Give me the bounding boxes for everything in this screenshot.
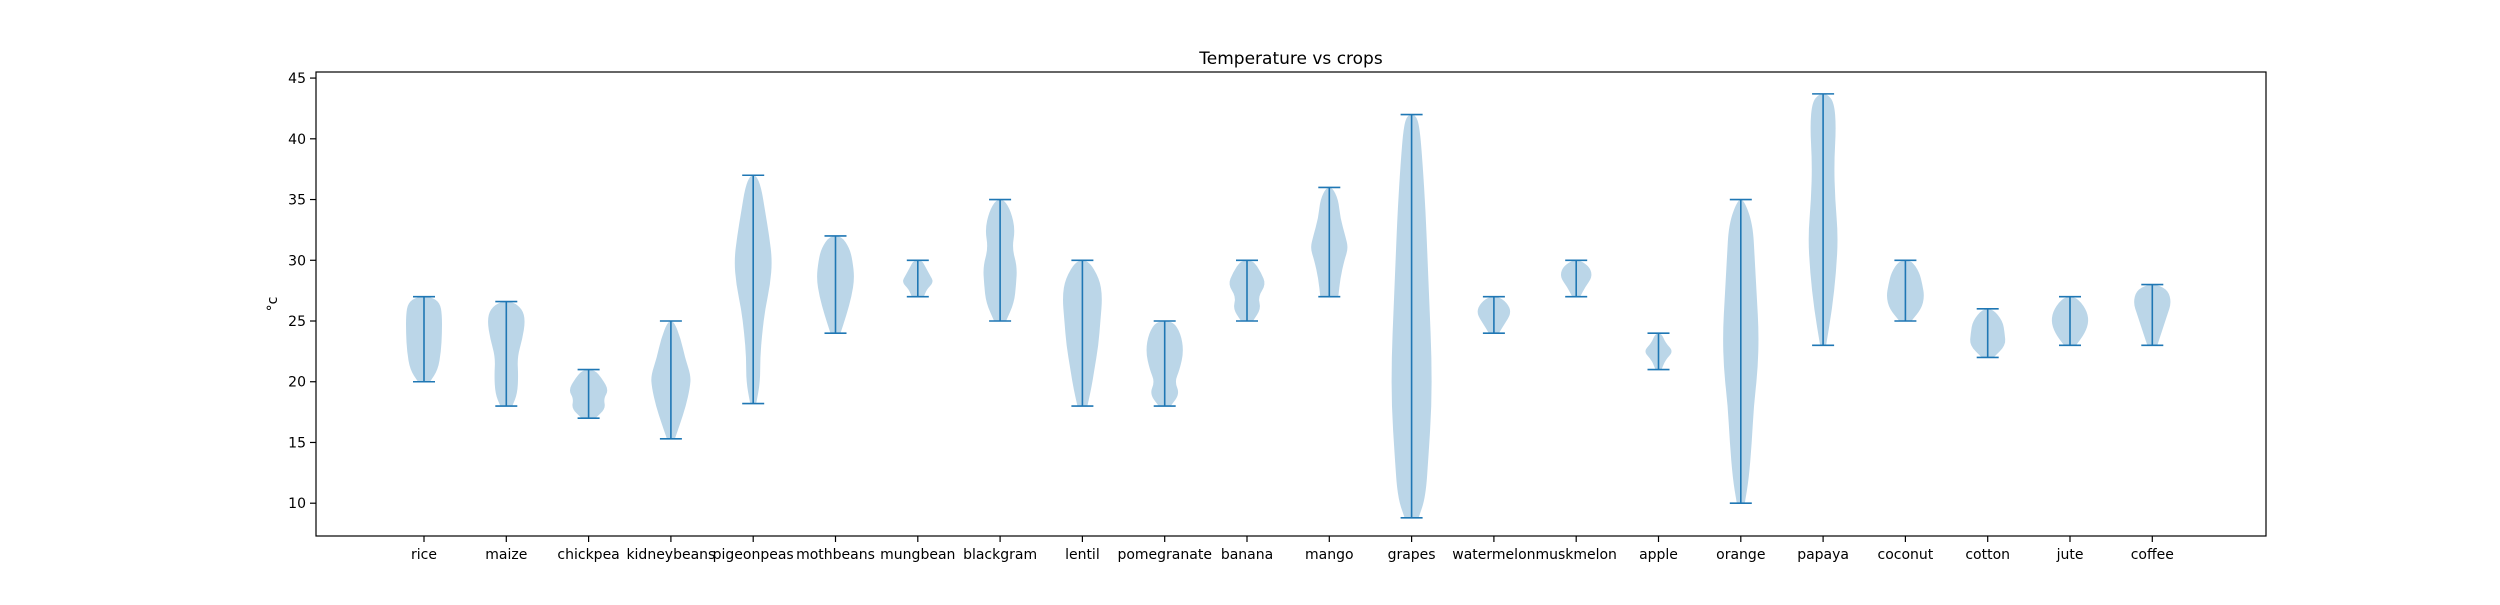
y-axis: 10 15 20 25 30 35 40 45 [288,71,316,512]
x-tick-label-cotton: cotton [1965,547,2010,563]
x-tick-label-coffee: coffee [2131,547,2174,563]
axes-layer [315,71,2267,537]
y-tick-label: 35 [288,193,306,209]
violin-papaya [1808,93,1838,347]
violin-rice [406,295,442,383]
violin-kidneybeans [651,320,691,440]
x-tick-label-jute: jute [2056,547,2084,563]
chart-title: Temperature vs crops [1198,49,1383,69]
violin-pomegranate [1146,320,1183,407]
violin-coconut [1887,259,1924,322]
x-tick-label-maize: maize [485,547,527,563]
y-tick-label: 45 [288,71,306,87]
violin-cotton [1970,308,2006,359]
violin-watermelon [1477,295,1511,334]
violin-mungbean [903,259,933,298]
x-tick-label-watermelon: watermelon [1452,547,1535,563]
violin-muskmelon [1560,259,1592,298]
y-axis-label: °c [265,297,281,312]
x-tick-label-grapes: grapes [1388,547,1436,563]
y-tick-label: 15 [288,435,306,451]
violin-maize [488,300,525,407]
x-tick-label-blackgram: blackgram [963,547,1037,563]
violin-chickpea [569,368,608,419]
violin-coffee [2134,283,2171,347]
x-tick-label-kidneybeans: kidneybeans [626,547,715,563]
y-tick-label: 20 [288,375,306,391]
x-tick-label-mango: mango [1305,547,1354,563]
x-tick-label-mothbeans: mothbeans [796,547,875,563]
x-tick-label-papaya: papaya [1797,547,1849,563]
violin-orange [1723,198,1759,505]
violin-grapes [1391,113,1432,519]
x-tick-label-chickpea: chickpea [557,547,619,563]
violin-lentil [1063,259,1102,407]
violin-apple [1645,332,1672,371]
violins-layer [406,93,2171,519]
x-tick-label-rice: rice [411,547,437,563]
x-tick-label-coconut: coconut [1878,547,1934,563]
x-tick-label-banana: banana [1221,547,1273,563]
x-tick-label-pigeonpeas: pigeonpeas [713,547,794,563]
x-tick-label-orange: orange [1716,547,1765,563]
x-tick-label-apple: apple [1639,547,1678,563]
y-tick-label: 25 [288,314,306,330]
plot-frame [315,71,2267,537]
violin-jute [2051,295,2089,347]
violin-blackgram [983,198,1017,322]
y-tick-label: 10 [288,496,306,512]
x-tick-label-pomegranate: pomegranate [1117,547,1211,563]
y-tick-label: 30 [288,253,306,269]
y-tick-label: 40 [288,132,306,148]
violin-mothbeans [817,235,854,334]
violin-pigeonpeas [734,174,772,405]
violin-banana [1229,259,1265,322]
violin-mango [1311,186,1348,298]
x-tick-label-mungbean: mungbean [880,547,955,563]
x-tick-label-lentil: lentil [1065,547,1100,563]
x-tick-label-muskmelon: muskmelon [1535,547,1617,563]
